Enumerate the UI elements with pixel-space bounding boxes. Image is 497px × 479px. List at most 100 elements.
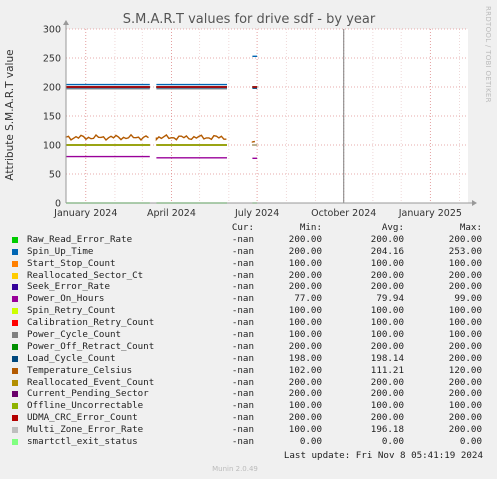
- legend-row: Reallocated_Event_Count -nan 200.00 200.00 2…: [12, 377, 490, 389]
- legend-min: 100.00: [288, 424, 322, 436]
- y-tick-label: 100: [43, 141, 61, 152]
- series-line-temperature-celsius: [65, 133, 149, 142]
- legend-max: 200.00: [448, 376, 482, 388]
- legend-swatch: [12, 248, 18, 255]
- legend-cur: -nan: [231, 281, 254, 293]
- x-tick-label: July 2024: [234, 208, 279, 219]
- legend-label: Calibration_Retry_Count: [27, 317, 155, 329]
- legend-row: Current_Pending_Sector -nan 200.00 200.00 20…: [12, 388, 490, 400]
- legend-max: 200.00: [448, 388, 482, 400]
- legend: Cur: Min: Avg: Max: Raw_Read_Error_Rate -…: [12, 222, 490, 448]
- legend-min: 200.00: [288, 388, 322, 400]
- legend-min: 200.00: [288, 412, 322, 424]
- legend-row: Power_Off_Retract_Count -nan 200.00 200.00 2…: [12, 341, 490, 353]
- legend-header-avg: Avg:: [381, 222, 404, 233]
- series-layer: [65, 29, 345, 204]
- legend-min: 100.00: [288, 317, 322, 329]
- legend-header-max: Max:: [459, 222, 482, 233]
- legend-label: Reallocated_Sector_Ct: [27, 269, 144, 281]
- legend-cur: -nan: [231, 233, 254, 245]
- legend-avg: 100.00: [370, 305, 404, 317]
- legend-swatch: [12, 391, 18, 398]
- legend-label: smartctl_exit_status: [27, 436, 138, 448]
- legend-avg: 200.00: [370, 281, 404, 293]
- legend-min: 200.00: [288, 376, 322, 388]
- legend-min: 200.00: [288, 281, 322, 293]
- legend-swatch: [12, 367, 18, 374]
- legend-avg: 200.00: [370, 412, 404, 424]
- legend-label: Seek_Error_Rate: [27, 281, 110, 293]
- legend-min: 77.00: [294, 293, 322, 305]
- legend-cur: -nan: [231, 424, 254, 436]
- legend-label: Start_Stop_Count: [27, 257, 116, 269]
- y-axis-label: Attribute S.M.A.R.T value: [4, 49, 16, 180]
- legend-avg: 100.00: [370, 317, 404, 329]
- legend-avg: 100.00: [370, 329, 404, 341]
- series-line-temperature-celsius: [155, 134, 227, 142]
- legend-swatch: [12, 320, 18, 327]
- legend-avg: 0.00: [381, 436, 404, 448]
- legend-cur: -nan: [231, 257, 254, 269]
- legend-max: 200.00: [448, 424, 482, 436]
- legend-header-cur: Cur:: [231, 222, 254, 233]
- legend-avg: 204.16: [370, 245, 404, 257]
- legend-swatch: [12, 415, 18, 422]
- legend-row: Multi_Zone_Error_Rate -nan 100.00 196.18 200…: [12, 424, 490, 436]
- legend-cur: -nan: [231, 329, 254, 341]
- legend-cur: -nan: [231, 400, 254, 412]
- legend-max: 100.00: [448, 305, 482, 317]
- legend-row: Spin_Retry_Count -nan 100.00 100.00 100.00: [12, 305, 490, 317]
- x-tick-label: April 2024: [147, 208, 196, 219]
- legend-swatch: [12, 332, 18, 339]
- legend-label: Raw_Read_Error_Rate: [27, 233, 133, 245]
- legend-min: 100.00: [288, 329, 322, 341]
- y-tick-label: 300: [43, 25, 61, 36]
- legend-min: 198.00: [288, 352, 322, 364]
- legend-cur: -nan: [231, 317, 254, 329]
- legend-max: 200.00: [448, 281, 482, 293]
- legend-row: Temperature_Celsius -nan 102.00 111.21 120.0…: [12, 365, 490, 377]
- legend-max: 99.00: [454, 293, 482, 305]
- legend-avg: 79.94: [376, 293, 404, 305]
- legend-cur: -nan: [231, 305, 254, 317]
- legend-cur: -nan: [231, 376, 254, 388]
- legend-label: Reallocated_Event_Count: [27, 376, 155, 388]
- legend-swatch: [12, 284, 18, 291]
- legend-swatch: [12, 296, 18, 303]
- legend-label: Offline_Uncorrectable: [27, 400, 144, 412]
- legend-max: 100.00: [448, 257, 482, 269]
- legend-avg: 200.00: [370, 233, 404, 245]
- legend-label: Multi_Zone_Error_Rate: [27, 424, 144, 436]
- last-update: Last update: Fri Nov 8 05:41:19 2024: [283, 450, 483, 461]
- legend-label: Load_Cycle_Count: [27, 352, 116, 364]
- legend-cur: -nan: [231, 364, 254, 376]
- legend-swatch: [12, 427, 18, 434]
- y-tick-label: 250: [43, 54, 61, 65]
- legend-min: 200.00: [288, 233, 322, 245]
- legend-avg: 200.00: [370, 340, 404, 352]
- legend-min: 102.00: [288, 364, 322, 376]
- legend-label: Spin_Retry_Count: [27, 305, 116, 317]
- legend-row: Load_Cycle_Count -nan 198.00 198.14 200.00: [12, 353, 490, 365]
- legend-row: Raw_Read_Error_Rate -nan 200.00 200.00 200.0…: [12, 234, 490, 246]
- legend-cur: -nan: [231, 436, 254, 448]
- legend-row: Seek_Error_Rate -nan 200.00 200.00 200.00: [12, 281, 490, 293]
- x-tick-label: January 2025: [398, 208, 462, 219]
- legend-header-min: Min:: [299, 222, 322, 233]
- legend-max: 200.00: [448, 340, 482, 352]
- legend-swatch: [12, 260, 18, 267]
- legend-avg: 100.00: [370, 400, 404, 412]
- y-tick-label: 50: [49, 170, 61, 181]
- legend-label: Power_On_Hours: [27, 293, 105, 305]
- x-tick-label: October 2024: [311, 208, 376, 219]
- legend-min: 200.00: [288, 245, 322, 257]
- legend-max: 100.00: [448, 329, 482, 341]
- legend-cur: -nan: [231, 245, 254, 257]
- chart-title: S.M.A.R.T values for drive sdf - by year: [123, 12, 376, 27]
- legend-min: 100.00: [288, 400, 322, 412]
- legend-swatch: [12, 236, 18, 243]
- y-tick-label: 200: [43, 83, 61, 94]
- legend-label: UDMA_CRC_Error_Count: [27, 412, 138, 424]
- legend-avg: 196.18: [370, 424, 404, 436]
- legend-swatch: [12, 308, 18, 315]
